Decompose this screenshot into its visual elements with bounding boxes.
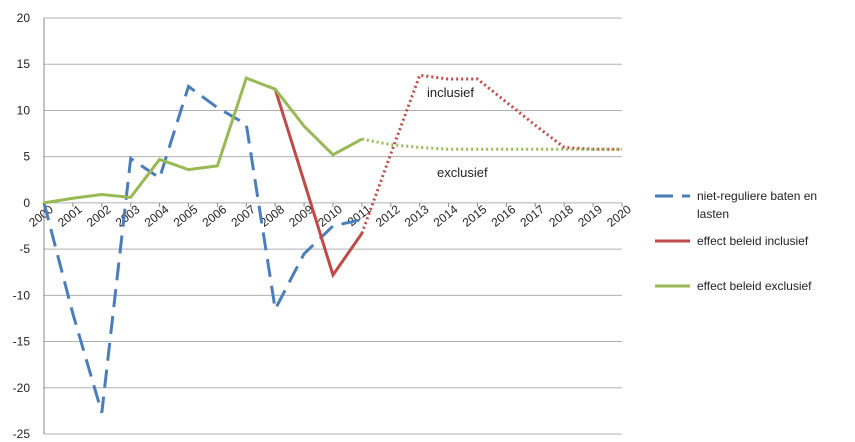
legend-label: niet-reguliere baten en lasten xyxy=(697,189,818,221)
legend-label: effect beleid inclusief xyxy=(697,234,809,248)
x-tick-label: 2014 xyxy=(431,202,461,230)
x-tick-label: 2003 xyxy=(113,202,143,230)
x-tick-label: 2013 xyxy=(402,202,432,230)
x-tick-label: 2011 xyxy=(345,202,374,229)
y-tick-label: 5 xyxy=(23,150,30,164)
x-tick-label: 2001 xyxy=(55,202,85,230)
x-tick-label: 2019 xyxy=(575,202,605,230)
x-tick-label: 2015 xyxy=(460,202,490,230)
y-tick-label: -10 xyxy=(13,288,31,302)
y-tick-label: -25 xyxy=(13,427,31,441)
y-tick-label: -20 xyxy=(13,381,31,395)
x-tick-label: 2002 xyxy=(84,202,114,230)
y-tick-label: 0 xyxy=(23,196,30,210)
x-tick-label: 2012 xyxy=(373,202,403,230)
x-tick-label: 2005 xyxy=(171,202,201,230)
x-tick-label: 2017 xyxy=(517,202,547,230)
series-line xyxy=(43,76,363,205)
y-tick-label: -15 xyxy=(13,335,31,349)
x-tick-label: 2007 xyxy=(228,202,258,230)
legend-label: effect beleid exclusief xyxy=(697,279,812,293)
y-tick-label: 20 xyxy=(17,11,31,25)
x-tick-label: 2004 xyxy=(142,202,172,230)
annotation: exclusief xyxy=(437,165,488,180)
y-tick-label: 10 xyxy=(17,103,31,117)
series-line xyxy=(360,73,622,234)
x-tick-label: 2020 xyxy=(604,202,634,230)
x-tick-label: 2016 xyxy=(489,202,519,230)
y-tick-label: -5 xyxy=(19,242,30,256)
series-line xyxy=(273,88,364,279)
series-line xyxy=(42,83,363,414)
x-tick-label: 2018 xyxy=(546,202,576,230)
annotation: inclusief xyxy=(427,85,474,100)
x-tick-label: 2010 xyxy=(315,202,345,230)
series-line xyxy=(361,137,622,151)
x-tick-label: 2000 xyxy=(26,202,56,230)
y-tick-label: 15 xyxy=(17,57,31,71)
x-tick-label: 2006 xyxy=(200,202,230,230)
